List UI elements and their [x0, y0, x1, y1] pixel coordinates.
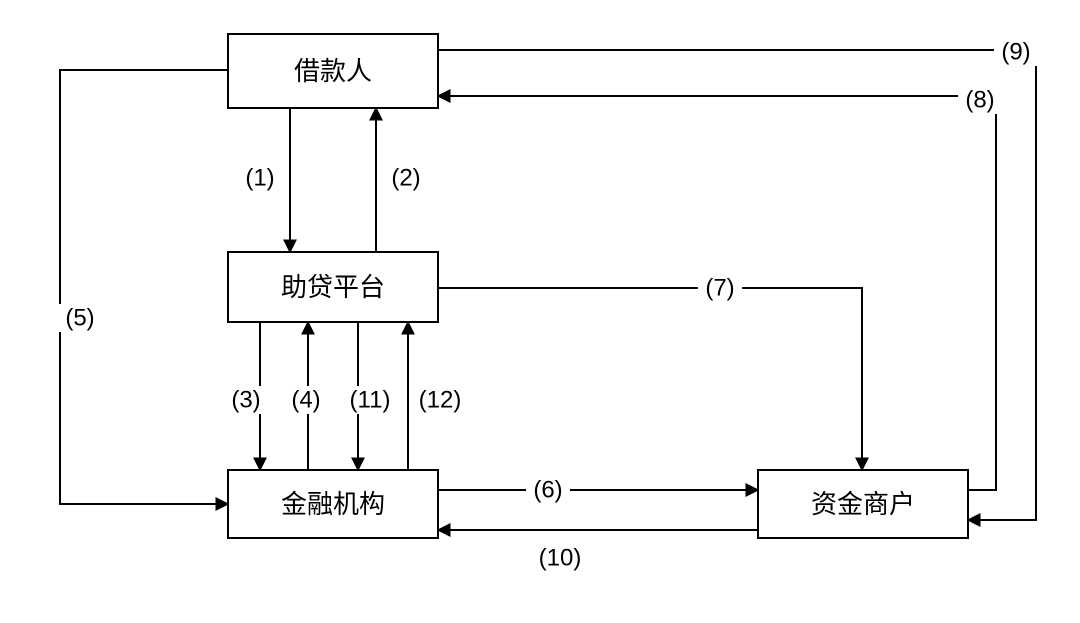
edge-7	[438, 288, 862, 470]
node-finance: 金融机构	[228, 470, 438, 538]
edge-4-label: (4)	[291, 386, 320, 413]
node-platform: 助贷平台	[228, 252, 438, 322]
edge-8-label: (8)	[965, 86, 994, 113]
edge-6-label: (6)	[533, 476, 562, 503]
node-borrower: 借款人	[228, 34, 438, 108]
edge-5-label: (5)	[65, 304, 94, 331]
edge-9-label: (9)	[1001, 38, 1030, 65]
edge-11-label: (11)	[350, 386, 391, 413]
edge-7-label: (7)	[705, 274, 734, 301]
node-finance-label: 金融机构	[281, 489, 385, 519]
edge-10-label: (10)	[539, 544, 582, 571]
edge-12-label: (12)	[419, 386, 462, 413]
node-merchant-label: 资金商户	[811, 489, 915, 519]
node-borrower-label: 借款人	[294, 56, 372, 86]
edge-1-label: (1)	[245, 164, 274, 191]
edge-5	[60, 70, 228, 504]
node-platform-label: 助贷平台	[281, 272, 385, 302]
node-merchant: 资金商户	[758, 470, 968, 538]
edge-2-label: (2)	[391, 164, 420, 191]
edge-3-label: (3)	[231, 386, 260, 413]
flowchart-canvas: 借款人助贷平台金融机构 资金商户 (1) (2) (3) (4) (11) (12) (5) (…	[0, 0, 1080, 623]
